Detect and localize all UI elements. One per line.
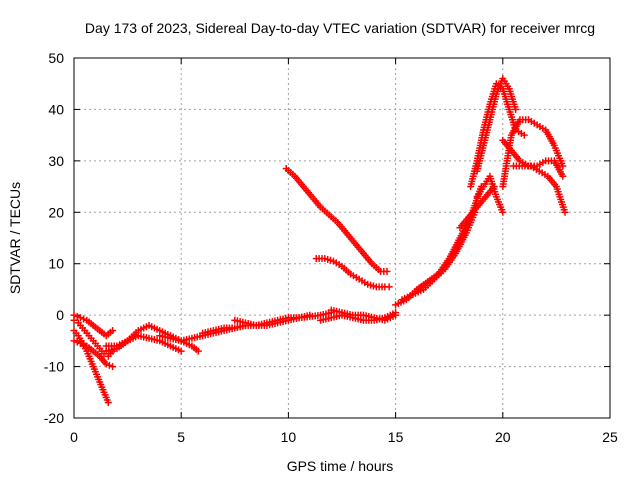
data-point	[177, 347, 185, 355]
grid-lines	[74, 58, 610, 418]
data-point	[109, 363, 117, 371]
x-tick-label: 0	[70, 429, 78, 445]
data-point	[383, 267, 391, 275]
data-point	[559, 172, 567, 180]
series-arc-19	[456, 183, 498, 232]
y-tick-label: 40	[48, 101, 64, 117]
y-axis: -20 -10 0 10 20 30 40 50	[44, 50, 610, 426]
data-point	[306, 311, 314, 319]
data-point	[559, 162, 567, 170]
plot-frame	[73, 57, 611, 419]
x-tick-label: 25	[602, 429, 618, 445]
series-arc-11	[327, 306, 400, 324]
y-tick-label: 50	[48, 50, 64, 66]
data-point	[499, 208, 507, 216]
series-arc-9	[231, 311, 314, 329]
data-point	[385, 283, 393, 291]
series-arc-20	[499, 116, 567, 191]
series-arc-3	[70, 311, 117, 340]
data-point	[76, 314, 84, 322]
series-arc-17	[473, 75, 520, 175]
series-arc-22	[510, 162, 569, 216]
series-arc-2	[70, 327, 112, 407]
data-point	[520, 131, 528, 139]
x-tick-label: 20	[495, 429, 511, 445]
y-tick-label: 30	[48, 153, 64, 169]
x-axis: 0 5 10 15 20 25	[70, 58, 618, 445]
series-arc-21	[499, 136, 567, 180]
x-tick-label: 10	[281, 429, 297, 445]
y-tick-label: -10	[44, 359, 64, 375]
series-arc-15	[398, 208, 479, 304]
data-point	[80, 315, 88, 323]
data-point	[76, 339, 84, 347]
y-tick-label: -20	[44, 410, 64, 426]
x-axis-label: GPS time / hours	[287, 458, 394, 474]
data-point	[73, 338, 81, 346]
y-tick-label: 0	[56, 307, 64, 323]
data-point	[104, 399, 112, 407]
data-point	[392, 311, 400, 319]
series-arc-14	[392, 183, 485, 309]
series-arc-6	[102, 332, 185, 355]
x-tick-label: 5	[177, 429, 185, 445]
data-point	[194, 347, 202, 355]
data-point	[561, 208, 569, 216]
data-point	[70, 337, 78, 345]
x-tick-label: 15	[388, 429, 404, 445]
data-point	[102, 360, 110, 368]
data-point	[105, 361, 113, 369]
series-arc-13	[312, 255, 393, 291]
y-tick-label: 10	[48, 256, 64, 272]
series-arc-12	[282, 165, 391, 275]
data-point	[109, 327, 117, 335]
y-tick-label: 20	[48, 204, 64, 220]
y-axis-label: SDTVAR / TECUs	[7, 182, 23, 294]
data-point	[73, 312, 81, 320]
data-points	[70, 75, 569, 407]
series-arc-4	[70, 337, 117, 371]
data-point	[70, 311, 78, 319]
data-point	[80, 341, 88, 349]
data-point	[512, 105, 520, 113]
data-point	[490, 183, 498, 191]
chart-title: Day 173 of 2023, Sidereal Day-to-day VTE…	[85, 20, 595, 36]
